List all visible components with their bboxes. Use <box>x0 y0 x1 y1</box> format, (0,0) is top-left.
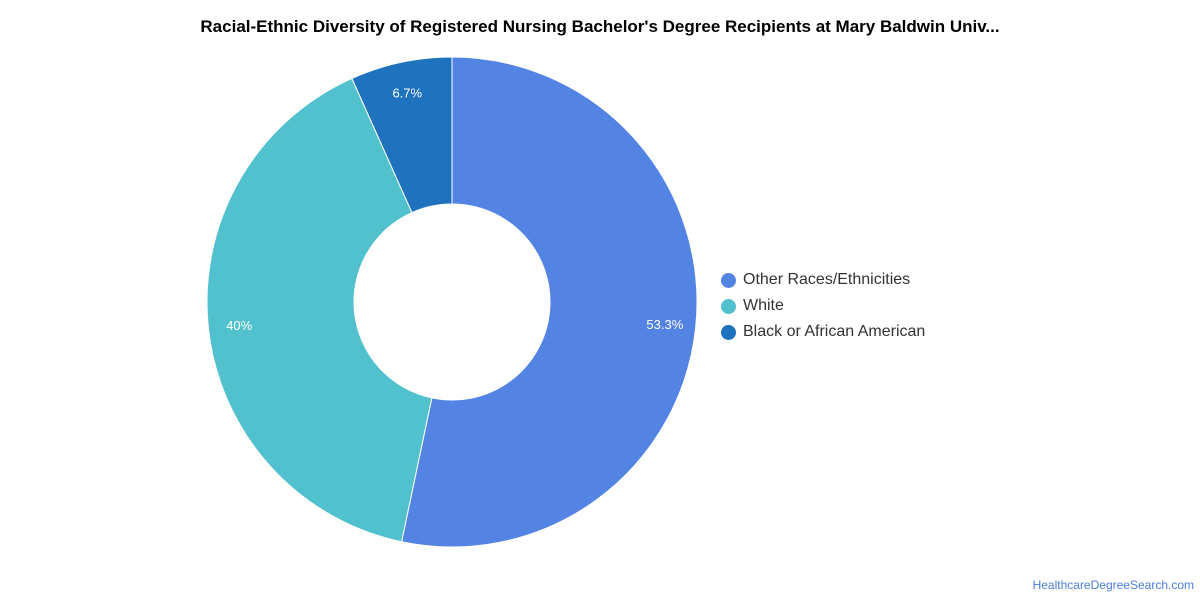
legend-swatch-black <box>721 324 736 340</box>
slice-white[interactable] <box>206 77 433 543</box>
slice-label-other-races-ethnicities: 53.3% <box>646 317 683 332</box>
chart-legend: Other Races/Ethnicities White Black or A… <box>721 267 925 345</box>
legend-item-white[interactable]: White <box>721 293 925 319</box>
legend-label-white: White <box>743 297 784 314</box>
chart-title: Racial-Ethnic Diversity of Registered Nu… <box>200 17 1000 36</box>
slice-other-races-ethnicities[interactable] <box>400 56 698 548</box>
legend-swatch-other-races <box>721 272 736 288</box>
legend-label-black: Black or African American <box>743 323 926 340</box>
slice-label-white: 40% <box>226 318 252 333</box>
source-link[interactable]: HealthcareDegreeSearch.com <box>1032 578 1194 592</box>
legend-swatch-white <box>721 298 736 314</box>
legend-item-black[interactable]: Black or African American <box>721 319 925 345</box>
legend-item-other-races[interactable]: Other Races/Ethnicities <box>721 267 925 293</box>
slice-black-or-african-american[interactable] <box>351 56 453 214</box>
slice-label-black-or-african-american: 6.7% <box>392 86 422 101</box>
legend-label-other-races: Other Races/Ethnicities <box>743 271 911 288</box>
